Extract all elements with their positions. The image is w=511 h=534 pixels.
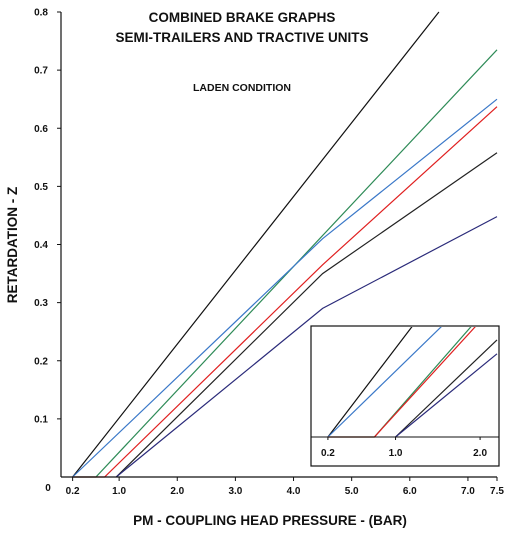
x-tick-label: 0.2 — [66, 486, 80, 497]
inset-x-ticks: 0.2 1.0 2.0 — [321, 437, 487, 459]
inset-series-line-1 — [327, 327, 413, 438]
inset-series-line-6 — [395, 353, 498, 438]
x-tick-label: 4.0 — [287, 486, 301, 497]
series-line-1 — [72, 11, 440, 478]
chart-title: COMBINED BRAKE GRAPHS — [149, 10, 336, 25]
y-tick-label: 0.8 — [34, 8, 48, 19]
condition-annotation: LADEN CONDITION — [193, 82, 291, 94]
series-line-3 — [72, 98, 498, 478]
inset-x-tick-label: 2.0 — [473, 448, 487, 459]
x-axis-label: PM - COUPLING HEAD PRESSURE - (BAR) — [133, 513, 407, 528]
inset-x-tick-label: 0.2 — [321, 448, 335, 459]
series-line-6 — [115, 216, 498, 478]
y-tick-label: 0.6 — [34, 124, 48, 135]
inset-series-line-3 — [327, 327, 442, 438]
inset-series-line-5 — [395, 339, 498, 438]
x-tick-label: 1.0 — [112, 486, 126, 497]
y-ticks: 0.1 0.2 0.3 0.4 0.5 0.6 0.7 0.8 — [34, 8, 61, 425]
origin-label: 0 — [45, 483, 51, 494]
inset-zoom-panel: 0.2 1.0 2.0 — [310, 325, 500, 467]
inset-x-tick-label: 1.0 — [389, 448, 403, 459]
x-tick-label: 3.0 — [228, 486, 242, 497]
x-tick-label: 2.0 — [170, 486, 184, 497]
x-ticks: 0.2 1.0 2.0 3.0 4.0 5.0 6.0 7.0 7.5 — [66, 477, 504, 497]
x-tick-label: 5.0 — [345, 486, 359, 497]
y-tick-label: 0.3 — [34, 298, 48, 309]
series-line-5 — [115, 152, 498, 478]
y-tick-label: 0.5 — [34, 182, 48, 193]
y-tick-label: 0.4 — [34, 240, 48, 251]
inset-frame — [310, 325, 500, 467]
y-axis-label: RETARDATION - Z — [5, 187, 20, 303]
chart-subtitle: SEMI-TRAILERS AND TRACTIVE UNITS — [116, 30, 369, 45]
x-tick-label: 7.0 — [461, 486, 475, 497]
x-tick-label: 7.5 — [490, 486, 504, 497]
y-tick-label: 0.2 — [34, 356, 48, 367]
y-tick-label: 0.1 — [34, 414, 48, 425]
y-tick-label: 0.7 — [34, 66, 48, 77]
x-tick-label: 6.0 — [403, 486, 417, 497]
